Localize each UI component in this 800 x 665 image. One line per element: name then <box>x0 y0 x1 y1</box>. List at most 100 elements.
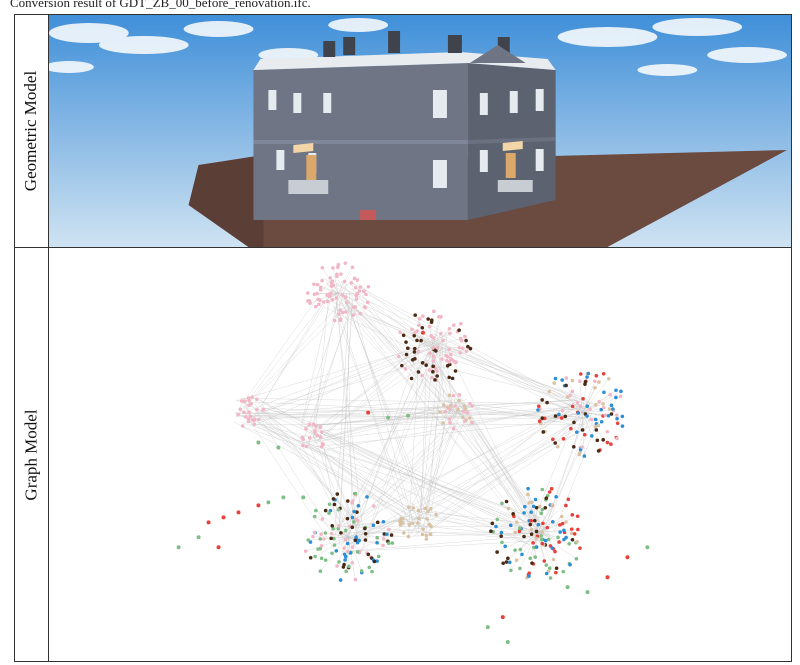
graph-node <box>509 568 513 573</box>
graph-edge <box>432 333 441 348</box>
graph-node <box>601 438 606 442</box>
graph-edge <box>339 292 592 416</box>
graph-node <box>420 330 425 335</box>
graph-node <box>328 276 333 280</box>
graph-node <box>609 403 614 408</box>
graph-node <box>238 407 243 412</box>
graph-node <box>322 537 326 541</box>
graph-node <box>320 517 325 521</box>
graph-node <box>241 399 246 404</box>
graph-node <box>615 421 620 426</box>
graph-edge <box>351 300 413 518</box>
graph-edge <box>334 292 350 538</box>
graph-node <box>593 385 597 390</box>
graph-node <box>376 554 381 559</box>
graph-node <box>417 323 421 328</box>
graph-edge <box>423 358 531 528</box>
graph-node <box>303 549 308 553</box>
graph-edge <box>348 537 362 571</box>
graph-node <box>344 300 349 305</box>
graph-node <box>431 370 435 374</box>
graph-node <box>607 407 612 411</box>
graph-edge <box>263 413 416 513</box>
graph-edge <box>510 532 538 571</box>
graph-node <box>356 518 360 523</box>
graph-edge <box>259 402 363 534</box>
graph-node <box>313 554 317 559</box>
graph-node <box>435 345 440 350</box>
graph-edge <box>301 289 333 424</box>
graph-node <box>350 561 354 565</box>
graph-node <box>462 419 467 423</box>
graph-node <box>428 506 433 511</box>
graph-edge <box>235 301 350 418</box>
graph-node <box>560 521 565 526</box>
graph-node <box>342 546 346 550</box>
graph-node <box>352 276 357 281</box>
graph-node <box>456 407 460 412</box>
graph-node <box>593 424 598 429</box>
graph-edge <box>315 418 581 447</box>
geometric-model-image <box>49 15 791 247</box>
graph-node <box>614 395 618 400</box>
graph-edge <box>537 532 560 543</box>
graph-node <box>601 402 605 406</box>
graph-edge <box>308 409 448 442</box>
graph-node <box>574 557 579 561</box>
graph-node <box>562 537 566 542</box>
graph-node <box>420 361 425 365</box>
graph-node <box>645 545 650 550</box>
graph-node <box>548 576 553 580</box>
graph-node <box>585 414 589 418</box>
graph-node <box>417 317 422 321</box>
graph-edge <box>320 287 339 294</box>
graph-edge <box>348 528 365 538</box>
graph-node <box>541 430 546 434</box>
graph-node <box>435 374 439 378</box>
graph-node <box>546 569 551 573</box>
graph-node <box>320 278 324 283</box>
graph-node <box>618 394 623 399</box>
graph-node <box>342 279 347 284</box>
graph-node <box>332 536 336 541</box>
graph-edge <box>315 510 349 538</box>
graph-node <box>438 410 442 414</box>
graph-node <box>504 560 509 564</box>
graph-node <box>330 297 335 302</box>
graph-node <box>578 546 582 550</box>
graph-node <box>447 327 452 331</box>
graph-node <box>609 442 613 447</box>
graph-node <box>421 527 425 532</box>
graph-node <box>611 407 615 411</box>
graph-node <box>338 308 343 312</box>
graph-edge <box>335 286 535 525</box>
graph-node <box>331 527 335 531</box>
graph-node <box>580 445 584 449</box>
graph-node <box>561 437 566 441</box>
graph-node <box>416 370 421 374</box>
graph-edge <box>348 496 368 538</box>
graph-node <box>449 352 453 357</box>
graph-node <box>540 541 545 546</box>
graph-node <box>367 565 372 570</box>
graph-node <box>255 397 259 402</box>
graph-node <box>466 344 470 349</box>
graph-node <box>350 499 355 503</box>
graph-edge <box>414 403 465 530</box>
graph-edge <box>314 302 329 436</box>
graph-node <box>256 417 261 422</box>
graph-node <box>315 282 320 287</box>
graph-node <box>605 440 610 445</box>
graph-node <box>312 514 317 519</box>
graph-edge <box>423 419 577 535</box>
graph-edge <box>323 306 431 358</box>
graph-edge <box>332 281 339 293</box>
graph-edge <box>537 514 573 533</box>
graph-node <box>375 535 380 540</box>
graph-edge <box>254 359 430 415</box>
graph-edge <box>261 301 324 406</box>
graph-edge <box>248 401 361 527</box>
graph-node <box>366 410 371 415</box>
graph-node <box>601 371 606 376</box>
graph-node <box>531 541 535 545</box>
